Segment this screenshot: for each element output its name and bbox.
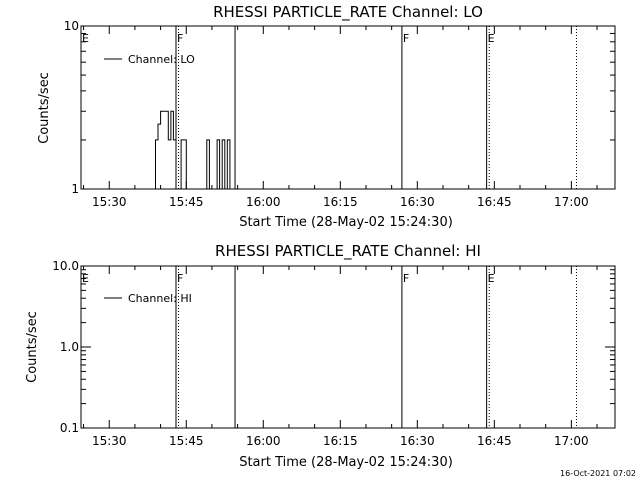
hi-channel-panel: RHESSI PARTICLE_RATE Channel: HI Start T… <box>25 242 616 470</box>
lo-y-axis-label: Counts/sec <box>37 72 52 144</box>
lo-marker-label: E <box>488 32 495 45</box>
lo-legend-label: Channel: LO <box>128 53 195 66</box>
hi-x-axis-label: Start Time (28-May-02 15:24:30) <box>239 455 453 470</box>
hi-plot-frame <box>80 265 616 429</box>
lo-axes: 15:30 15:45 16:00 16:15 16:30 16:45 17:00 1 10 <box>64 19 616 209</box>
lo-x-tick-label: 16:30 <box>400 195 435 209</box>
generation-timestamp: 16-Oct-2021 07:02 <box>560 469 636 478</box>
hi-legend: Channel: HI <box>104 292 192 305</box>
hi-x-tick-label: 17:00 <box>554 434 589 448</box>
hi-x-tick-label: 15:30 <box>92 434 127 448</box>
lo-y-tick-label: 1 <box>71 182 79 196</box>
hi-marker-label: F <box>403 272 409 285</box>
lo-marker-label: E <box>82 32 89 45</box>
hi-legend-label: Channel: HI <box>128 292 192 305</box>
hi-x-tick-label: 16:30 <box>400 434 435 448</box>
hi-y-tick-label: 10.0 <box>52 259 79 273</box>
lo-x-axis-label: Start Time (28-May-02 15:24:30) <box>239 215 453 230</box>
lo-series-line <box>155 110 231 190</box>
hi-x-tick-label: 15:45 <box>169 434 204 448</box>
lo-y-tick-label: 10 <box>64 19 79 33</box>
lo-x-tick-label: 15:30 <box>92 195 127 209</box>
hi-chart-title: RHESSI PARTICLE_RATE Channel: HI <box>215 242 481 261</box>
hi-axes: 15:30 15:45 16:00 16:15 16:30 16:45 17:00 0.1 1.… <box>52 259 616 448</box>
hi-x-tick-label: 16:00 <box>246 434 281 448</box>
hi-y-axis-label: Counts/sec <box>25 311 40 383</box>
lo-series <box>155 110 231 190</box>
lo-x-tick-label: 16:00 <box>246 195 281 209</box>
hi-marker-label: F <box>177 272 183 285</box>
hi-x-tick-label: 16:45 <box>477 434 512 448</box>
lo-x-tick-label: 15:45 <box>169 195 204 209</box>
hi-marker-label: E <box>488 272 495 285</box>
lo-chart-title: RHESSI PARTICLE_RATE Channel: LO <box>213 3 483 22</box>
lo-x-tick-label: 16:15 <box>323 195 358 209</box>
lo-plot-frame <box>80 25 616 190</box>
lo-marker-label: F <box>403 32 409 45</box>
hi-y-tick-label: 1.0 <box>60 340 79 354</box>
hi-x-tick-label: 16:15 <box>323 434 358 448</box>
lo-x-tick-label: 16:45 <box>477 195 512 209</box>
lo-legend: Channel: LO <box>104 53 195 66</box>
lo-channel-panel: RHESSI PARTICLE_RATE Channel: LO Start T… <box>37 3 616 230</box>
lo-marker-label: F <box>177 32 183 45</box>
lo-x-tick-label: 17:00 <box>554 195 589 209</box>
hi-y-tick-label: 0.1 <box>60 421 79 435</box>
